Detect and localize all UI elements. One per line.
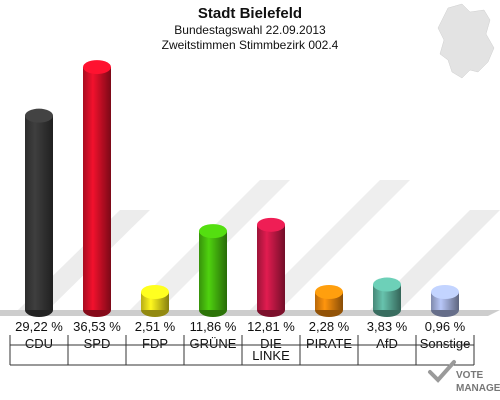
value-label: 29,22 % (15, 319, 63, 334)
bar-body (257, 224, 285, 310)
germany-map-icon (437, 3, 495, 79)
bar-top (315, 285, 343, 299)
bar-spd (83, 60, 111, 317)
chart-subtitle-date: Bundestagswahl 22.09.2013 (174, 23, 326, 37)
value-label: 36,53 % (73, 319, 121, 334)
value-labels-group: 29,22 % 36,53 % 2,51 % 11,86 % 12,81 % 2,28 %… (15, 319, 466, 334)
category-label: Sonstige (420, 336, 471, 351)
bar-cdu (25, 108, 53, 317)
category-label: CDU (25, 336, 53, 351)
category-label: AfD (376, 336, 398, 351)
value-label: 11,86 % (190, 319, 237, 334)
value-label: 3,83 % (367, 319, 408, 334)
vote-manager-logo: VOTE MANAGER (428, 360, 500, 394)
logo-line-2: MANAGER (456, 383, 500, 394)
value-label: 2,51 % (135, 319, 176, 334)
bar-top (373, 277, 401, 292)
chart-backdrop-stripe-3 (250, 180, 410, 310)
logo-line-1: VOTE (456, 370, 484, 381)
bar-body (199, 231, 227, 310)
bar-grüne (199, 224, 227, 317)
bar-sonstige (431, 285, 459, 317)
bar-top (25, 108, 53, 123)
bar-fdp (141, 285, 169, 317)
bar-pirate (315, 285, 343, 317)
bar-afd (373, 277, 401, 317)
bar-top (431, 285, 459, 299)
bar-top (199, 224, 227, 239)
category-label: DIE LINKE (252, 336, 290, 363)
value-label: 12,81 % (247, 319, 295, 334)
chart-subtitle-district: Zweitstimmen Stimmbezirk 002.4 (162, 38, 339, 52)
logo-check-icon (428, 360, 456, 383)
category-labels-group: CDU SPD FDP GRÜNE DIE LINKE PIRATE AfD Sonstige (25, 336, 470, 363)
chart-floor (0, 310, 500, 316)
bar-top (257, 217, 285, 232)
bar-top (141, 285, 169, 299)
category-label: SPD (84, 336, 111, 351)
value-label: 0,96 % (425, 319, 466, 334)
category-label: PIRATE (306, 336, 352, 351)
category-separators (9, 335, 475, 366)
bar-body (83, 67, 111, 310)
chart-backdrop-stripe-4 (370, 210, 500, 310)
category-label: FDP (142, 336, 168, 351)
value-label: 2,28 % (309, 319, 350, 334)
bar-body (25, 115, 53, 310)
bar-die-linke (257, 217, 285, 317)
bars-group (25, 60, 459, 317)
category-label: GRÜNE (190, 336, 237, 351)
chart-title: Stadt Bielefeld (198, 5, 302, 22)
bar-top (83, 60, 111, 75)
